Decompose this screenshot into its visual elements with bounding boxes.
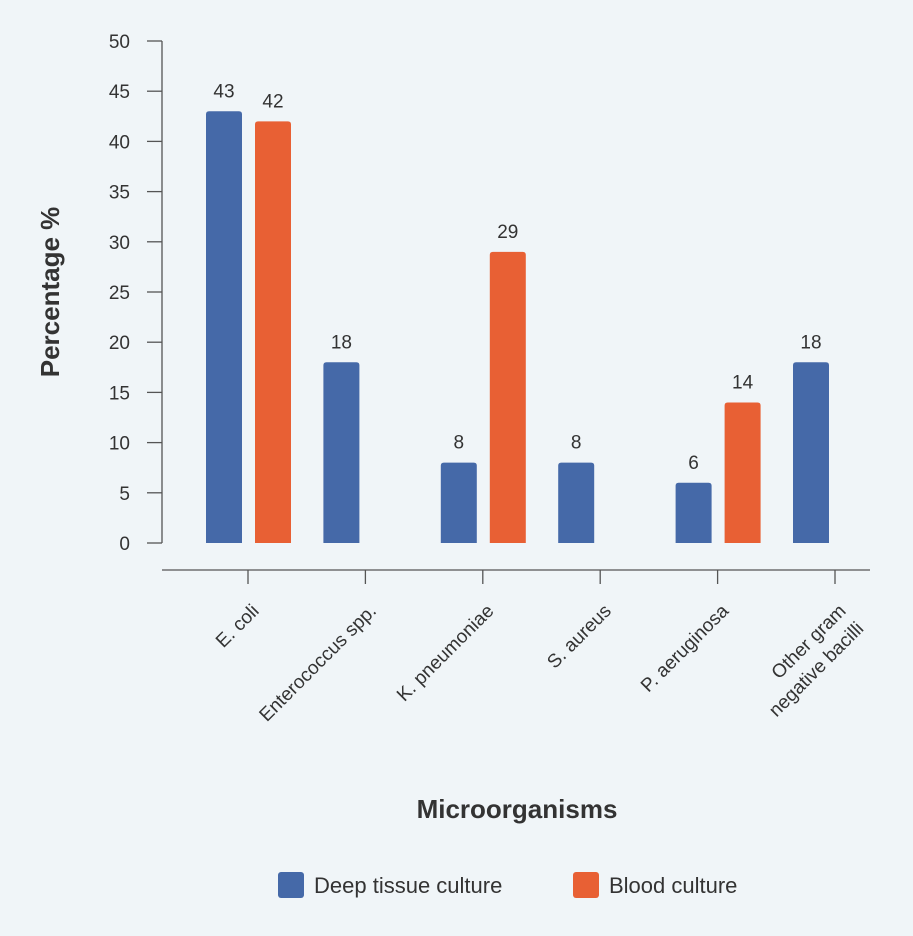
bar-value-label: 29 (497, 222, 518, 243)
bar (206, 111, 242, 543)
y-axis-title: Percentage % (35, 207, 65, 378)
y-tick-label: 25 (109, 283, 130, 304)
y-tick-label: 50 (109, 32, 130, 53)
bar-value-label: 43 (213, 81, 234, 102)
legend-swatch (573, 872, 599, 898)
x-category-label: Enterococcus spp. (256, 601, 381, 726)
x-axis-title: Microorganisms (417, 794, 618, 824)
bar-value-label: 18 (331, 332, 352, 353)
x-category-label-line: P. aeruginosa (637, 600, 733, 696)
x-category-label-line: Enterococcus spp. (256, 601, 381, 726)
legend-label: Blood culture (609, 873, 737, 898)
y-tick-label: 5 (119, 484, 130, 505)
bar-value-label: 18 (800, 332, 821, 353)
bar-value-label: 6 (688, 453, 699, 474)
bar-value-label: 8 (571, 433, 582, 454)
x-category-label: E. coli (212, 601, 263, 652)
x-category-label: S. aureus (543, 601, 615, 673)
y-tick-label: 45 (109, 82, 130, 103)
bar-value-label: 14 (732, 372, 754, 393)
bar (793, 362, 829, 543)
y-tick-label: 40 (109, 132, 130, 153)
x-axis (162, 569, 870, 584)
bar (489, 251, 526, 543)
y-tick-label: 35 (109, 183, 130, 204)
bar-value-label: 42 (262, 91, 283, 112)
y-tick-label: 10 (109, 434, 130, 455)
bar (724, 402, 761, 543)
bar (558, 462, 595, 543)
bar-value-label: 8 (454, 433, 465, 454)
y-tick-label: 15 (109, 383, 130, 404)
legend-swatch (278, 872, 304, 898)
bar (255, 121, 291, 543)
x-category-label-line: E. coli (212, 601, 263, 652)
x-category-label-line: S. aureus (543, 601, 615, 673)
x-category-label-line: K. pneumoniae (393, 601, 498, 706)
bar (675, 482, 712, 543)
bar (323, 362, 360, 543)
legend-label: Deep tissue culture (314, 873, 502, 898)
y-tick-label: 0 (119, 534, 130, 555)
data-labels: 43 42 18 8 29 8 6 14 18 (213, 81, 821, 473)
x-category-label: Other gramnegative bacilli (748, 601, 869, 722)
x-category-label: P. aeruginosa (637, 600, 733, 696)
x-category-label: K. pneumoniae (393, 601, 498, 706)
legend: Deep tissue culture Blood culture (278, 872, 737, 898)
y-tick-label: 20 (109, 333, 130, 354)
bar (440, 462, 477, 543)
y-axis: 0 5 10 15 20 25 30 35 40 45 50 (109, 32, 163, 555)
bars (206, 111, 829, 543)
y-tick-label: 30 (109, 233, 130, 254)
